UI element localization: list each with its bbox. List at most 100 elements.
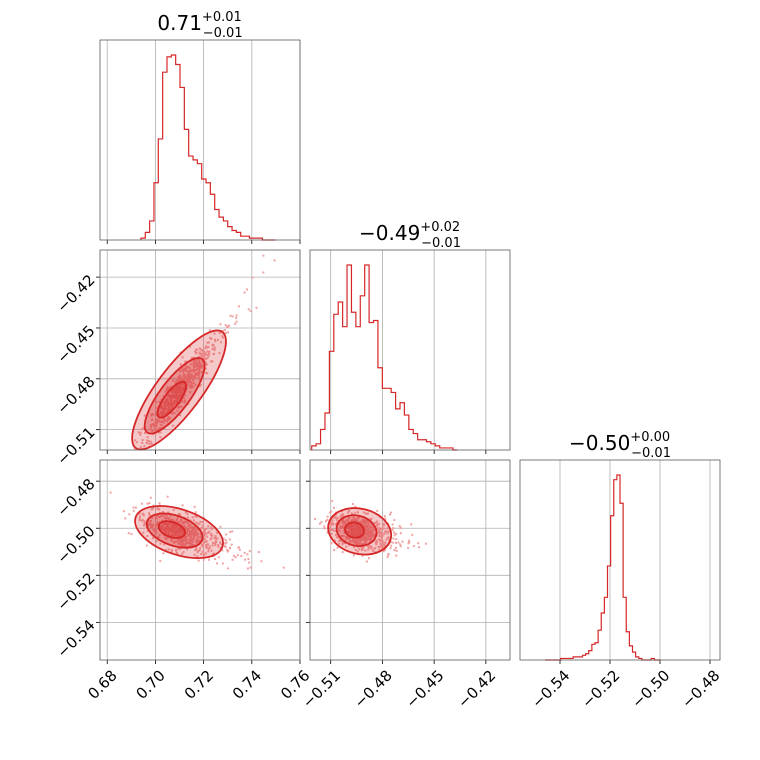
sample-point	[187, 375, 190, 378]
sample-point	[172, 533, 175, 536]
sample-point	[191, 386, 194, 389]
sample-point	[350, 527, 353, 530]
sample-point	[134, 506, 137, 509]
sample-point	[378, 531, 381, 534]
sample-point	[171, 518, 174, 521]
sample-point	[199, 539, 202, 542]
sample-point	[189, 536, 192, 539]
sample-point	[361, 546, 364, 549]
sample-point	[218, 352, 221, 355]
scatter-param-2-vs-3: −0.51 −0.48 −0.45 −0.42	[299, 459, 511, 712]
sample-point	[169, 395, 172, 398]
sample-point	[156, 514, 159, 517]
sample-point	[156, 521, 159, 524]
sample-point	[193, 529, 196, 532]
sample-point	[182, 375, 185, 378]
sample-point	[208, 341, 211, 344]
sample-point	[201, 353, 204, 356]
sample-point	[190, 382, 193, 385]
sample-point	[351, 535, 354, 538]
sample-point	[184, 542, 187, 545]
sample-point	[206, 350, 209, 353]
tick-label-y: −0.54	[53, 616, 98, 661]
sample-point	[182, 543, 185, 546]
sample-point	[371, 526, 374, 529]
sample-point	[190, 529, 193, 532]
sample-point	[361, 554, 364, 557]
sample-point	[193, 527, 196, 530]
sample-point	[171, 412, 174, 415]
sample-point	[341, 519, 344, 522]
contour-inner	[157, 520, 186, 539]
sample-point	[202, 531, 205, 534]
sample-point	[369, 532, 372, 535]
sample-point	[362, 538, 365, 541]
sample-point	[391, 541, 394, 544]
sample-point	[189, 539, 192, 542]
sample-point	[369, 534, 372, 537]
sample-point	[151, 523, 154, 526]
sample-point	[180, 540, 183, 543]
sample-point	[161, 519, 164, 522]
sample-point	[174, 534, 177, 537]
sample-point	[201, 550, 204, 553]
panel-frame	[309, 459, 511, 661]
sample-point	[179, 414, 182, 417]
sample-point	[164, 390, 167, 393]
title-plus: +0.00	[630, 430, 670, 445]
sample-point	[363, 524, 366, 527]
sample-point	[171, 394, 174, 397]
sample-point	[376, 524, 379, 527]
sample-point	[412, 545, 415, 548]
sample-point	[159, 528, 162, 531]
sample-point	[354, 518, 357, 521]
tick-label-x: −0.48	[678, 666, 723, 711]
sample-point	[198, 351, 201, 354]
sample-point	[169, 403, 172, 406]
sample-point	[386, 532, 389, 535]
sample-point	[352, 528, 355, 531]
sample-point	[179, 540, 182, 543]
sample-point	[373, 547, 376, 550]
sample-point	[171, 549, 174, 552]
sample-point	[133, 447, 136, 450]
sample-point	[197, 376, 200, 379]
sample-point	[187, 373, 190, 376]
sample-point	[214, 558, 217, 561]
title-value: 0.71	[157, 11, 202, 35]
panel-title: −0.49+0.02 −0.01	[359, 220, 461, 251]
sample-point	[162, 410, 165, 413]
sample-point	[174, 540, 177, 543]
sample-point	[211, 544, 214, 547]
sample-point	[367, 548, 370, 551]
sample-point	[182, 397, 185, 400]
sample-point	[393, 531, 396, 534]
sample-point	[174, 381, 177, 384]
sample-point	[224, 329, 227, 332]
sample-point	[166, 536, 169, 539]
sample-point	[198, 347, 201, 350]
sample-point	[357, 528, 360, 531]
sample-point	[395, 554, 398, 557]
sample-point	[210, 526, 213, 529]
sample-point	[375, 543, 378, 546]
sample-point	[206, 341, 209, 344]
sample-point	[183, 526, 186, 529]
sample-point	[367, 537, 370, 540]
sample-point	[166, 417, 169, 420]
sample-point	[173, 541, 176, 544]
sample-point	[165, 388, 168, 391]
sample-point	[199, 348, 202, 351]
sample-point	[139, 446, 142, 449]
sample-point	[148, 512, 151, 515]
sample-point	[203, 350, 206, 353]
sample-point	[210, 528, 213, 531]
sample-point	[339, 515, 342, 518]
sample-point	[251, 276, 254, 279]
sample-point	[249, 309, 252, 312]
sample-point	[350, 512, 353, 515]
sample-point	[196, 528, 199, 531]
sample-point	[169, 404, 172, 407]
sample-point	[330, 528, 333, 531]
sample-point	[380, 543, 383, 546]
